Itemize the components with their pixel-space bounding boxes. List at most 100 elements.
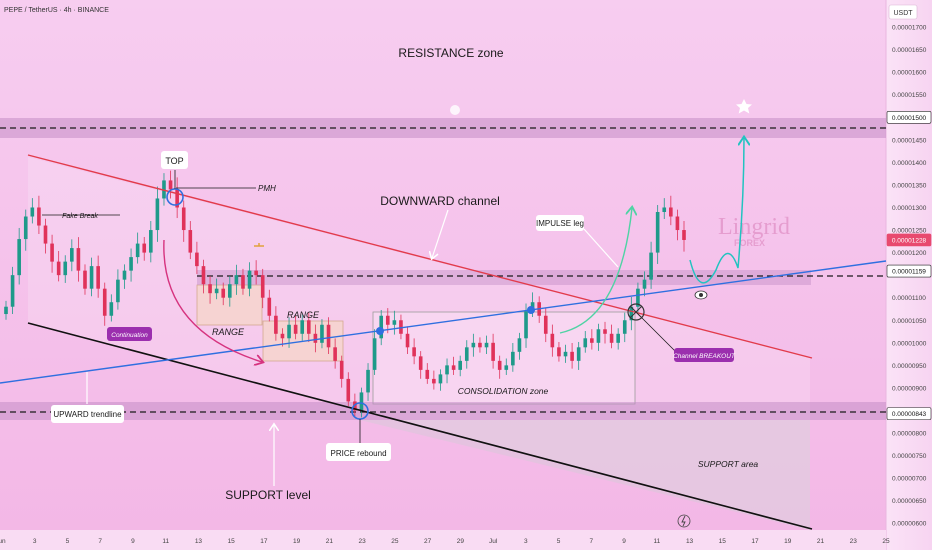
currency-badge-box xyxy=(888,4,918,20)
channel-breakout-pointer xyxy=(636,312,677,353)
candle-body xyxy=(30,207,35,217)
candle-body xyxy=(504,365,509,370)
candle-body xyxy=(583,338,588,348)
candle-body xyxy=(392,320,397,325)
label-downward-channel: DOWNWARD channel xyxy=(380,194,500,208)
candle-body xyxy=(181,207,186,231)
candle-body xyxy=(629,306,634,321)
alert-bell-icon[interactable] xyxy=(450,105,460,115)
candle-body xyxy=(89,266,94,289)
y-tick-label: 0.00001400 xyxy=(892,160,927,167)
downward-channel-pointer xyxy=(432,209,449,258)
candle-body xyxy=(418,356,423,370)
symbol-header: PEPE / TetherUS · 4h · BINANCE xyxy=(4,7,109,14)
projection-path xyxy=(689,138,744,284)
candle-body xyxy=(655,212,660,253)
label-support-area: SUPPORT area xyxy=(698,459,759,469)
label-support-level: SUPPORT level xyxy=(225,488,311,502)
candle-body xyxy=(379,315,384,339)
current-price-tag xyxy=(886,233,932,247)
candle-body xyxy=(267,297,272,316)
candle-body xyxy=(616,333,620,343)
x-tick-label: 15 xyxy=(719,538,727,545)
candle-body xyxy=(550,333,555,348)
level-price-tag xyxy=(886,407,932,420)
candle-body xyxy=(399,320,403,334)
currency-label: USDT xyxy=(893,10,913,17)
candle-body xyxy=(517,338,522,352)
time-axis-background xyxy=(0,530,886,550)
y-tick-label: 0.00001350 xyxy=(892,182,927,189)
x-tick-label: 19 xyxy=(293,538,301,545)
mid-level-zone xyxy=(197,270,811,285)
y-tick-label: 0.00001250 xyxy=(892,228,927,235)
candle-body xyxy=(511,351,515,366)
y-tick-label: 0.00000650 xyxy=(892,498,927,505)
candle-body xyxy=(168,180,173,190)
candle-body xyxy=(63,261,68,276)
price-axis[interactable]: 0.00001700 0.00001650 0.00001600 0.00001550… xyxy=(892,25,927,528)
candles-layer xyxy=(4,170,686,418)
time-axis[interactable]: un 3 5 7 9 11 13 15 17 19 21 23 25 27 29 Jul 3 5 7 9 11 13 15 1… xyxy=(0,538,890,545)
downward-channel-lower-line xyxy=(27,322,813,530)
label-impulse-leg: IMPULSE leg xyxy=(536,219,584,228)
price-tag-label: 0.00000843 xyxy=(892,411,927,418)
candle-body xyxy=(471,342,476,348)
candle-body xyxy=(432,378,436,384)
candle-body xyxy=(56,261,61,276)
candle-body xyxy=(254,270,258,276)
lightning-event-icon[interactable] xyxy=(677,514,691,528)
candle-body xyxy=(260,275,265,298)
candle-body xyxy=(135,243,140,258)
candle-body xyxy=(609,333,614,343)
candle-body xyxy=(162,180,166,199)
candle-body xyxy=(622,320,627,334)
y-tick-label: 0.00001650 xyxy=(892,47,927,54)
price-tag-label: 0.00001500 xyxy=(892,115,927,122)
eye-icon[interactable] xyxy=(694,290,708,300)
y-tick-label: 0.00000700 xyxy=(892,476,927,483)
label-range-2: RANGE xyxy=(287,310,320,320)
x-tick-label: 25 xyxy=(882,538,890,545)
x-tick-label: 11 xyxy=(162,538,169,545)
levels-layer xyxy=(0,127,886,413)
candle-body xyxy=(339,360,344,379)
x-tick-label: 15 xyxy=(228,538,236,545)
price-tags-layer: 0.00001500 0.00001228 0.00001159 0.00000843 xyxy=(886,110,932,420)
x-tick-label: 3 xyxy=(524,538,528,545)
watermark: Lingrid FOREX xyxy=(718,214,790,248)
candle-body xyxy=(214,288,219,294)
zones-layer xyxy=(0,118,886,530)
label-range-1: RANGE xyxy=(212,327,245,337)
y-tick-label: 0.00001450 xyxy=(892,137,927,144)
label-continuation-box xyxy=(107,327,152,341)
x-tick-label: 19 xyxy=(784,538,792,545)
candle-body xyxy=(109,302,114,316)
candle-body xyxy=(149,230,153,253)
candle-body xyxy=(636,288,640,307)
y-tick-label: 0.00000600 xyxy=(892,521,927,528)
candle-body xyxy=(116,279,120,303)
x-tick-label: 27 xyxy=(424,538,432,545)
breakout-marker-circle xyxy=(627,303,645,321)
candle-body xyxy=(221,288,226,298)
label-consolidation-zone: CONSOLIDATION zone xyxy=(458,386,549,396)
x-tick-label: 7 xyxy=(98,538,102,545)
lightning-glyph-icon xyxy=(681,515,686,527)
x-tick-label: 7 xyxy=(590,538,594,545)
candle-body xyxy=(195,252,199,267)
trendlines-layer xyxy=(0,154,887,530)
x-tick-label: 23 xyxy=(359,538,367,545)
candle-body xyxy=(642,279,647,289)
candle-body xyxy=(675,216,680,231)
chart-icons xyxy=(254,99,752,528)
candle-body xyxy=(649,252,653,280)
x-tick-label: 29 xyxy=(457,538,465,545)
star-icon[interactable] xyxy=(736,99,752,114)
candle-body xyxy=(188,230,193,253)
breakout-marker-cross-2 xyxy=(629,305,643,319)
candle-body xyxy=(320,324,324,343)
label-price-rebound: PRICE rebound xyxy=(330,449,386,458)
